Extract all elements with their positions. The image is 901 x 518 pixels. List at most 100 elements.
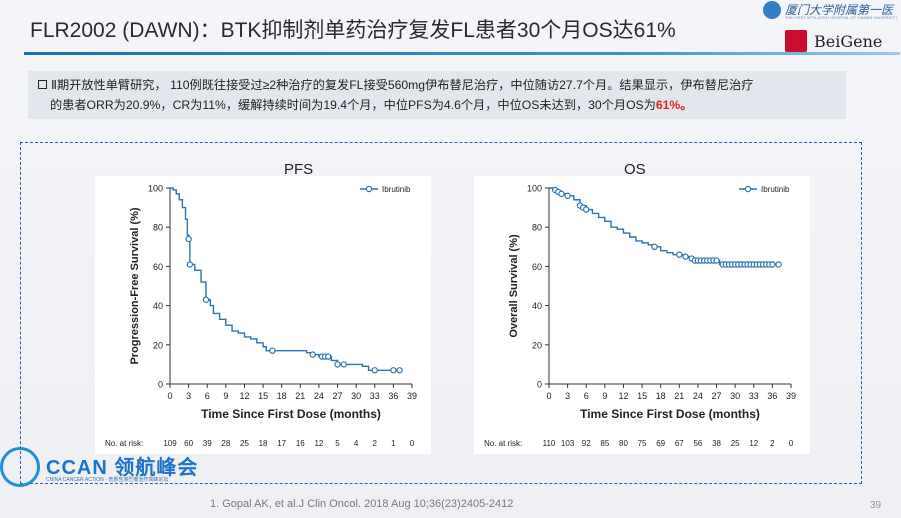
os-censor-point bbox=[564, 192, 571, 200]
hospital-logo: 厦门大学附属第一医 THE FIRST AFFILIATED HOSPITAL … bbox=[755, 0, 901, 22]
os-risk-count: 85 bbox=[600, 439, 609, 448]
os-y-axis-label: Overall Survival (%) bbox=[508, 234, 520, 338]
pfs-x-tick-label: 9 bbox=[223, 391, 228, 401]
os-risk-count: 75 bbox=[638, 439, 647, 448]
pfs-x-tick-label: 39 bbox=[407, 391, 417, 401]
pfs-censor-point bbox=[371, 367, 378, 374]
os-panel-title: OS bbox=[624, 161, 646, 178]
os-y-tick-label: 0 bbox=[537, 380, 542, 390]
os-risk-label: No. at risk: bbox=[484, 439, 522, 448]
pfs-x-tick-label: 3 bbox=[186, 391, 191, 401]
os-risk-count: 103 bbox=[561, 439, 575, 448]
os-y-tick-label: 100 bbox=[527, 184, 542, 194]
pfs-panel-title: PFS bbox=[284, 161, 314, 178]
pfs-x-tick-label: 30 bbox=[351, 391, 361, 401]
pfs-censor-point bbox=[309, 351, 316, 358]
os-chart: 0204060801000110310369298512801575186921… bbox=[474, 176, 810, 454]
pfs-censor-point bbox=[186, 261, 194, 268]
os-x-tick-label: 3 bbox=[565, 391, 570, 401]
pfs-risk-count: 109 bbox=[163, 439, 177, 448]
ccan-ring-icon bbox=[0, 447, 40, 487]
pfs-risk-count: 18 bbox=[259, 439, 268, 448]
os-x-tick-label: 6 bbox=[584, 391, 589, 401]
pfs-x-tick-label: 33 bbox=[370, 391, 380, 401]
pfs-y-tick-label: 0 bbox=[158, 380, 163, 390]
pfs-chart: 0204060801000109360639928122515181817211… bbox=[95, 176, 431, 454]
os-censor-point bbox=[769, 261, 776, 268]
pfs-risk-count: 12 bbox=[314, 439, 323, 448]
os-risk-count: 12 bbox=[749, 439, 758, 448]
pfs-risk-count: 0 bbox=[410, 439, 415, 448]
pfs-risk-count: 28 bbox=[221, 439, 230, 448]
pfs-x-tick-label: 21 bbox=[295, 391, 305, 401]
pfs-x-tick-label: 12 bbox=[239, 391, 249, 401]
pfs-risk-count: 39 bbox=[203, 439, 212, 448]
os-x-axis-label: Time Since First Dose (months) bbox=[580, 407, 760, 421]
pfs-x-tick-label: 24 bbox=[314, 391, 324, 401]
pfs-x-tick-label: 18 bbox=[277, 391, 287, 401]
pfs-y-tick-label: 60 bbox=[153, 262, 163, 272]
slide-title: FLR2002 (DAWN)：BTK抑制剂单药治疗复发FL患者30个月OS达61… bbox=[30, 19, 676, 42]
pfs-risk-count: 16 bbox=[296, 439, 305, 448]
hospital-emblem-icon bbox=[763, 1, 781, 19]
os-x-tick-label: 30 bbox=[730, 391, 740, 401]
pfs-x-tick-label: 0 bbox=[167, 391, 172, 401]
pfs-risk-label: No. at risk: bbox=[105, 439, 143, 448]
os-censor-point bbox=[558, 190, 565, 198]
page-number: 39 bbox=[870, 500, 882, 511]
os-x-tick-label: 12 bbox=[618, 391, 628, 401]
pfs-survival-curve bbox=[170, 187, 400, 371]
ccan-logo: CCAN 领航峰会 CHINA CANCER ACTION · 普惠性淋巴瘤治疗… bbox=[0, 447, 215, 491]
os-x-tick-label: 0 bbox=[546, 391, 551, 401]
pfs-censor-point bbox=[269, 347, 276, 354]
os-x-tick-label: 15 bbox=[637, 391, 647, 401]
pfs-censor-point bbox=[334, 361, 341, 368]
pfs-censor-point bbox=[390, 367, 397, 374]
os-legend-marker bbox=[744, 185, 752, 193]
os-risk-count: 25 bbox=[731, 439, 740, 448]
os-risk-count: 38 bbox=[712, 439, 721, 448]
summary-box: Ⅱ期开放性单臂研究， 110例既往接受过≥2种治疗的复发FL接受560mg伊布替… bbox=[28, 71, 846, 119]
beigene-logo: BeiGene bbox=[814, 32, 883, 51]
pfs-y-tick-label: 20 bbox=[153, 340, 163, 350]
pfs-censor-point bbox=[340, 361, 347, 368]
os-risk-count: 110 bbox=[543, 439, 556, 448]
pfs-y-tick-label: 40 bbox=[153, 301, 163, 311]
summary-line-1: Ⅱ期开放性单臂研究， 110例既往接受过≥2种治疗的复发FL接受560mg伊布替… bbox=[38, 75, 838, 95]
pfs-risk-count: 60 bbox=[184, 439, 193, 448]
square-bullet-icon bbox=[38, 80, 47, 89]
os-risk-count: 69 bbox=[656, 439, 665, 448]
os-risk-count: 80 bbox=[619, 439, 628, 448]
os-censor-point bbox=[676, 251, 683, 258]
pfs-risk-count: 1 bbox=[391, 439, 396, 448]
pfs-risk-count: 17 bbox=[277, 439, 286, 448]
pfs-risk-count: 25 bbox=[240, 439, 249, 448]
os-censor-point bbox=[651, 243, 658, 251]
pfs-x-tick-label: 36 bbox=[388, 391, 398, 401]
charts-frame bbox=[20, 142, 862, 484]
pfs-censor-point bbox=[325, 353, 332, 360]
pfs-x-axis-label: Time Since First Dose (months) bbox=[201, 407, 381, 421]
pfs-censor-point bbox=[396, 367, 403, 374]
os-y-tick-label: 80 bbox=[532, 223, 542, 233]
pfs-y-tick-label: 80 bbox=[153, 223, 163, 233]
ccan-wordmark: CCAN 领航峰会 bbox=[46, 457, 199, 479]
hospital-subtitle: THE FIRST AFFILIATED HOSPITAL OF XIAMEN … bbox=[785, 15, 898, 20]
os-x-tick-label: 9 bbox=[602, 391, 607, 401]
ccan-subtitle: CHINA CANCER ACTION · 普惠性淋巴瘤治疗高峰论坛 bbox=[46, 477, 169, 483]
os-legend-text: Ibrutinib bbox=[761, 185, 790, 194]
os-x-tick-label: 33 bbox=[749, 391, 759, 401]
summary-text-1: Ⅱ期开放性单臂研究， 110例既往接受过≥2种治疗的复发FL接受560mg伊布替… bbox=[51, 78, 754, 92]
title-underline bbox=[24, 52, 900, 55]
summary-line-2: 的患者ORR为20.9%，CR为11%，缓解持续时间为19.4个月，中位PFS为… bbox=[38, 95, 838, 115]
os-risk-count: 56 bbox=[693, 439, 702, 448]
os-x-tick-label: 36 bbox=[767, 391, 777, 401]
os-x-tick-label: 24 bbox=[693, 391, 703, 401]
pfs-censor-point bbox=[202, 296, 210, 303]
os-y-tick-label: 60 bbox=[532, 262, 542, 272]
summary-end: 。 bbox=[680, 98, 693, 112]
pfs-risk-count: 2 bbox=[373, 439, 378, 448]
os-y-tick-label: 40 bbox=[532, 301, 542, 311]
pfs-y-axis-label: Progression-Free Survival (%) bbox=[129, 207, 141, 364]
os-censor-point bbox=[682, 253, 689, 260]
